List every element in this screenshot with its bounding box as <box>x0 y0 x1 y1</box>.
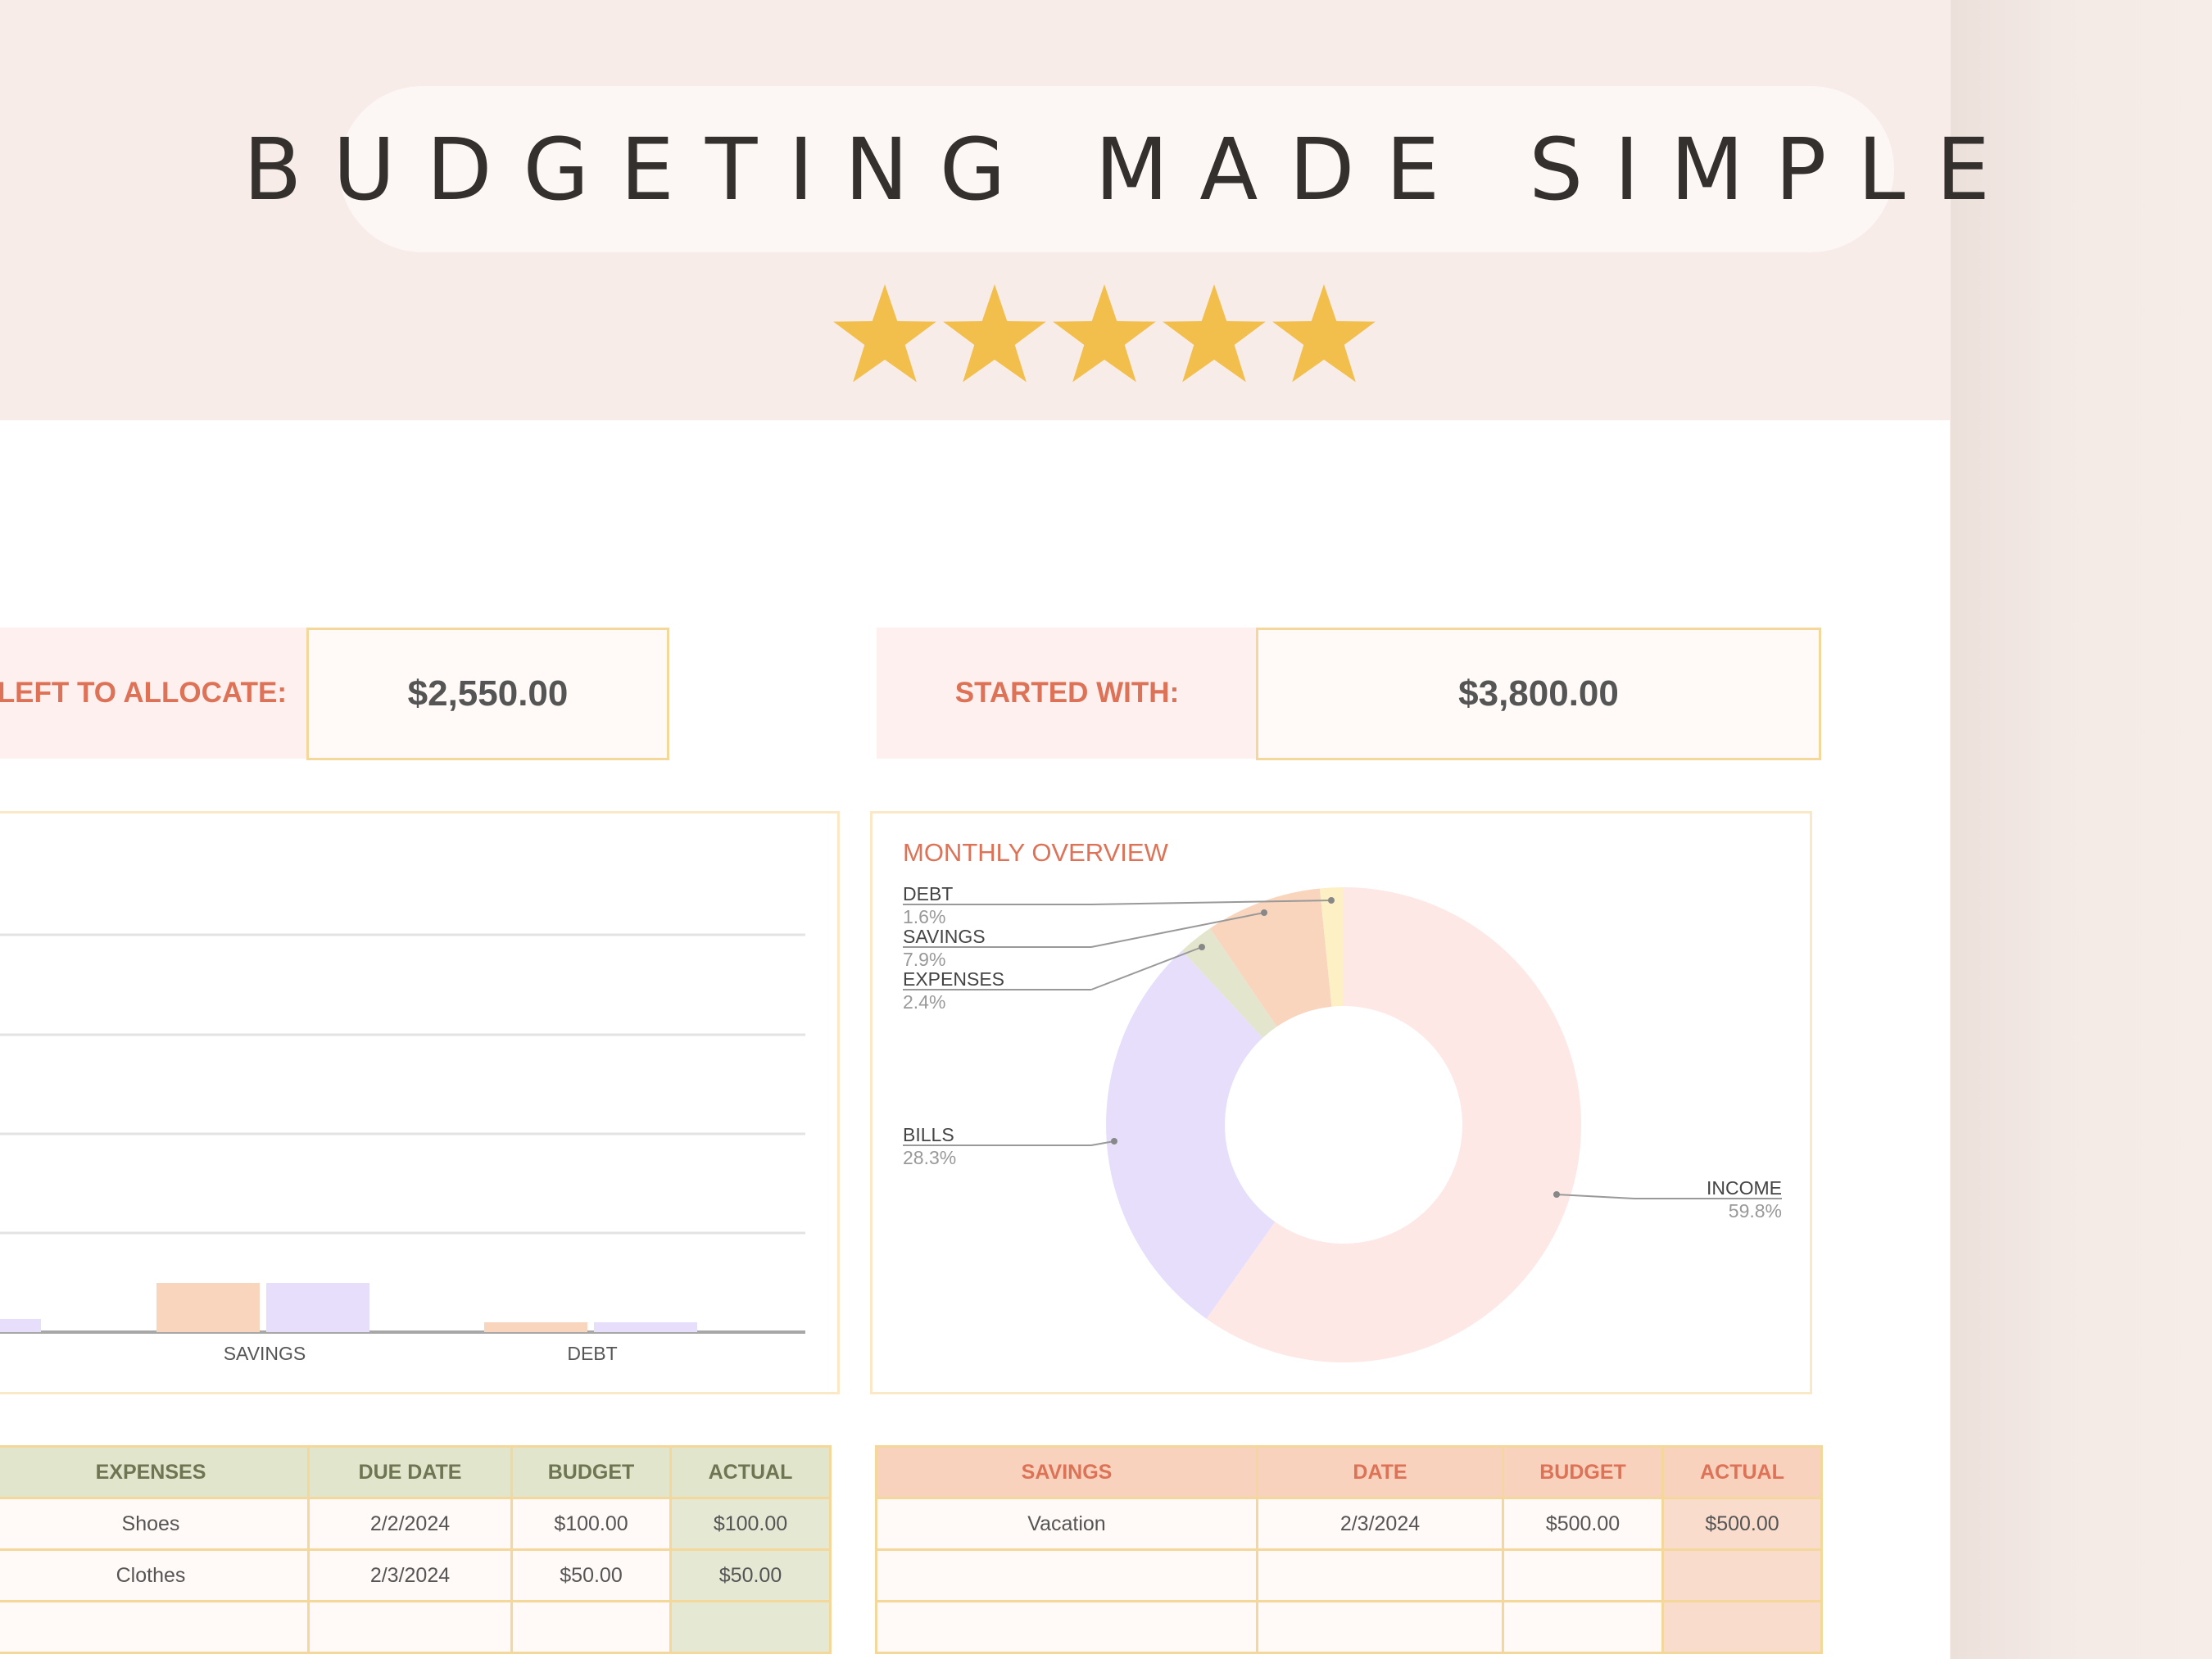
table-cell[interactable] <box>875 1600 1258 1654</box>
table-cell[interactable] <box>1661 1548 1823 1602</box>
star-icon <box>1272 284 1376 383</box>
bar-chart-panel: SAVINGS DEBT <box>0 811 840 1394</box>
table-cell[interactable]: $100.00 <box>510 1497 672 1551</box>
table-row: Clothes 2/3/2024 $50.00 $50.00 <box>0 1548 832 1602</box>
slice-percent: 59.8% <box>1729 1200 1782 1222</box>
callout-leader <box>1090 912 1265 948</box>
bar-chart: SAVINGS DEBT <box>0 933 805 1364</box>
actual-header: ACTUAL <box>1661 1445 1823 1499</box>
bar-budget <box>156 1283 260 1332</box>
table-cell[interactable] <box>1256 1548 1504 1602</box>
donut-slice <box>1319 887 1344 1007</box>
donut-slice <box>1106 950 1276 1319</box>
slice-label: SAVINGS <box>903 926 986 947</box>
table-cell[interactable]: Shoes <box>0 1497 310 1551</box>
slice-percent: 1.6% <box>903 906 945 927</box>
background-shadow <box>1951 0 2212 1659</box>
star-icon <box>943 284 1046 383</box>
callout-leader <box>1090 900 1332 905</box>
table-cell[interactable] <box>510 1600 672 1654</box>
started-with-label: STARTED WITH: <box>877 628 1258 759</box>
savings-table: SAVINGS DATE BUDGET ACTUAL Vacation 2/3/… <box>875 1445 1823 1654</box>
table-cell[interactable]: 2/3/2024 <box>307 1548 513 1602</box>
table-cell[interactable]: $500.00 <box>1661 1497 1823 1551</box>
budget-header: BUDGET <box>1502 1445 1664 1499</box>
callout-dot <box>1261 909 1267 916</box>
bar-actual <box>594 1322 697 1332</box>
star-icon <box>1053 284 1156 383</box>
slice-label: EXPENSES <box>903 968 1004 990</box>
table-cell[interactable] <box>669 1600 832 1654</box>
table-row <box>875 1600 1823 1654</box>
donut-slice <box>1181 928 1277 1038</box>
budget-header: BUDGET <box>510 1445 672 1499</box>
table-cell[interactable] <box>875 1548 1258 1602</box>
donut-slice <box>1210 888 1332 1027</box>
table-cell[interactable] <box>1256 1600 1504 1654</box>
bar-budget <box>484 1322 587 1332</box>
donut-slice <box>1206 887 1582 1362</box>
due-date-header: DUE DATE <box>307 1445 513 1499</box>
table-row: Shoes 2/2/2024 $100.00 $100.00 <box>0 1497 832 1551</box>
headline-banner: BUDGETING MADE SIMPLE <box>243 86 1990 252</box>
actual-header: ACTUAL <box>669 1445 832 1499</box>
star-icon <box>833 284 936 383</box>
donut-title: MONTHLY OVERVIEW <box>903 838 1168 867</box>
slice-percent: 2.4% <box>903 991 945 1013</box>
bar-actual <box>266 1283 369 1332</box>
left-to-allocate-label: LEFT TO ALLOCATE: <box>0 628 306 759</box>
star-rating <box>833 284 1376 383</box>
bar-partial <box>0 1319 41 1332</box>
expenses-header: EXPENSES <box>0 1445 310 1499</box>
table-cell[interactable]: 2/3/2024 <box>1256 1497 1504 1551</box>
expenses-table: EXPENSES DUE DATE BUDGET ACTUAL Shoes 2/… <box>0 1445 832 1654</box>
table-row: Vacation 2/3/2024 $500.00 $500.00 <box>875 1497 1823 1551</box>
budget-sheet: LEFT TO ALLOCATE: $2,550.00 STARTED WITH… <box>0 420 1950 1659</box>
callout-leader <box>1090 946 1203 990</box>
date-header: DATE <box>1256 1445 1504 1499</box>
slice-percent: 7.9% <box>903 949 945 970</box>
slice-percent: 28.3% <box>903 1147 956 1168</box>
star-icon <box>1163 284 1266 383</box>
table-cell[interactable] <box>1502 1548 1664 1602</box>
savings-header: SAVINGS <box>875 1445 1258 1499</box>
left-to-allocate-label-text: LEFT TO ALLOCATE: <box>0 677 287 709</box>
table-cell[interactable] <box>1502 1600 1664 1654</box>
slice-label: INCOME <box>1707 1177 1782 1199</box>
bar-category-label: SAVINGS <box>224 1343 306 1364</box>
table-cell[interactable]: $50.00 <box>669 1548 832 1602</box>
donut-chart-panel: MONTHLY OVERVIEW INCOME 59.8% BILLS 28.3% EX… <box>870 811 1812 1394</box>
headline: BUDGETING MADE SIMPLE <box>243 119 2022 220</box>
table-cell[interactable]: 2/2/2024 <box>307 1497 513 1551</box>
callout-dot <box>1199 944 1205 950</box>
table-row <box>875 1548 1823 1602</box>
table-cell[interactable] <box>307 1600 513 1654</box>
table-cell[interactable] <box>1661 1600 1823 1654</box>
table-cell[interactable]: Vacation <box>875 1497 1258 1551</box>
table-cell[interactable]: $100.00 <box>669 1497 832 1551</box>
table-row <box>0 1600 832 1654</box>
table-cell[interactable] <box>0 1600 310 1654</box>
callout-dot <box>1328 897 1335 904</box>
left-to-allocate-value[interactable]: $2,550.00 <box>306 628 669 760</box>
bar-category-label: DEBT <box>567 1343 617 1364</box>
slice-label: BILLS <box>903 1124 954 1145</box>
callout-dot <box>1111 1138 1117 1145</box>
table-cell[interactable]: $50.00 <box>510 1548 672 1602</box>
callout-dot <box>1553 1191 1560 1198</box>
table-cell[interactable]: $500.00 <box>1502 1497 1664 1551</box>
callout-leader <box>1556 1194 1635 1199</box>
table-cell[interactable]: Clothes <box>0 1548 310 1602</box>
started-with-value[interactable]: $3,800.00 <box>1256 628 1821 760</box>
slice-label: DEBT <box>903 883 953 904</box>
callout-leader <box>1090 1140 1115 1146</box>
